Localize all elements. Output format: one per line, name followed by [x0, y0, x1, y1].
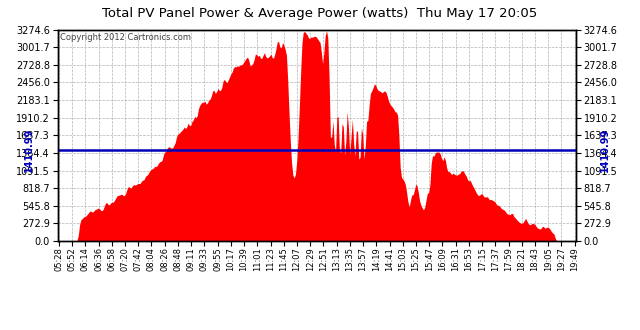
Text: Total PV Panel Power & Average Power (watts)  Thu May 17 20:05: Total PV Panel Power & Average Power (wa… — [102, 7, 538, 19]
Text: 1410.99: 1410.99 — [600, 128, 609, 172]
Text: 1410.99: 1410.99 — [24, 128, 34, 172]
Text: Copyright 2012 Cartronics.com: Copyright 2012 Cartronics.com — [60, 33, 191, 42]
